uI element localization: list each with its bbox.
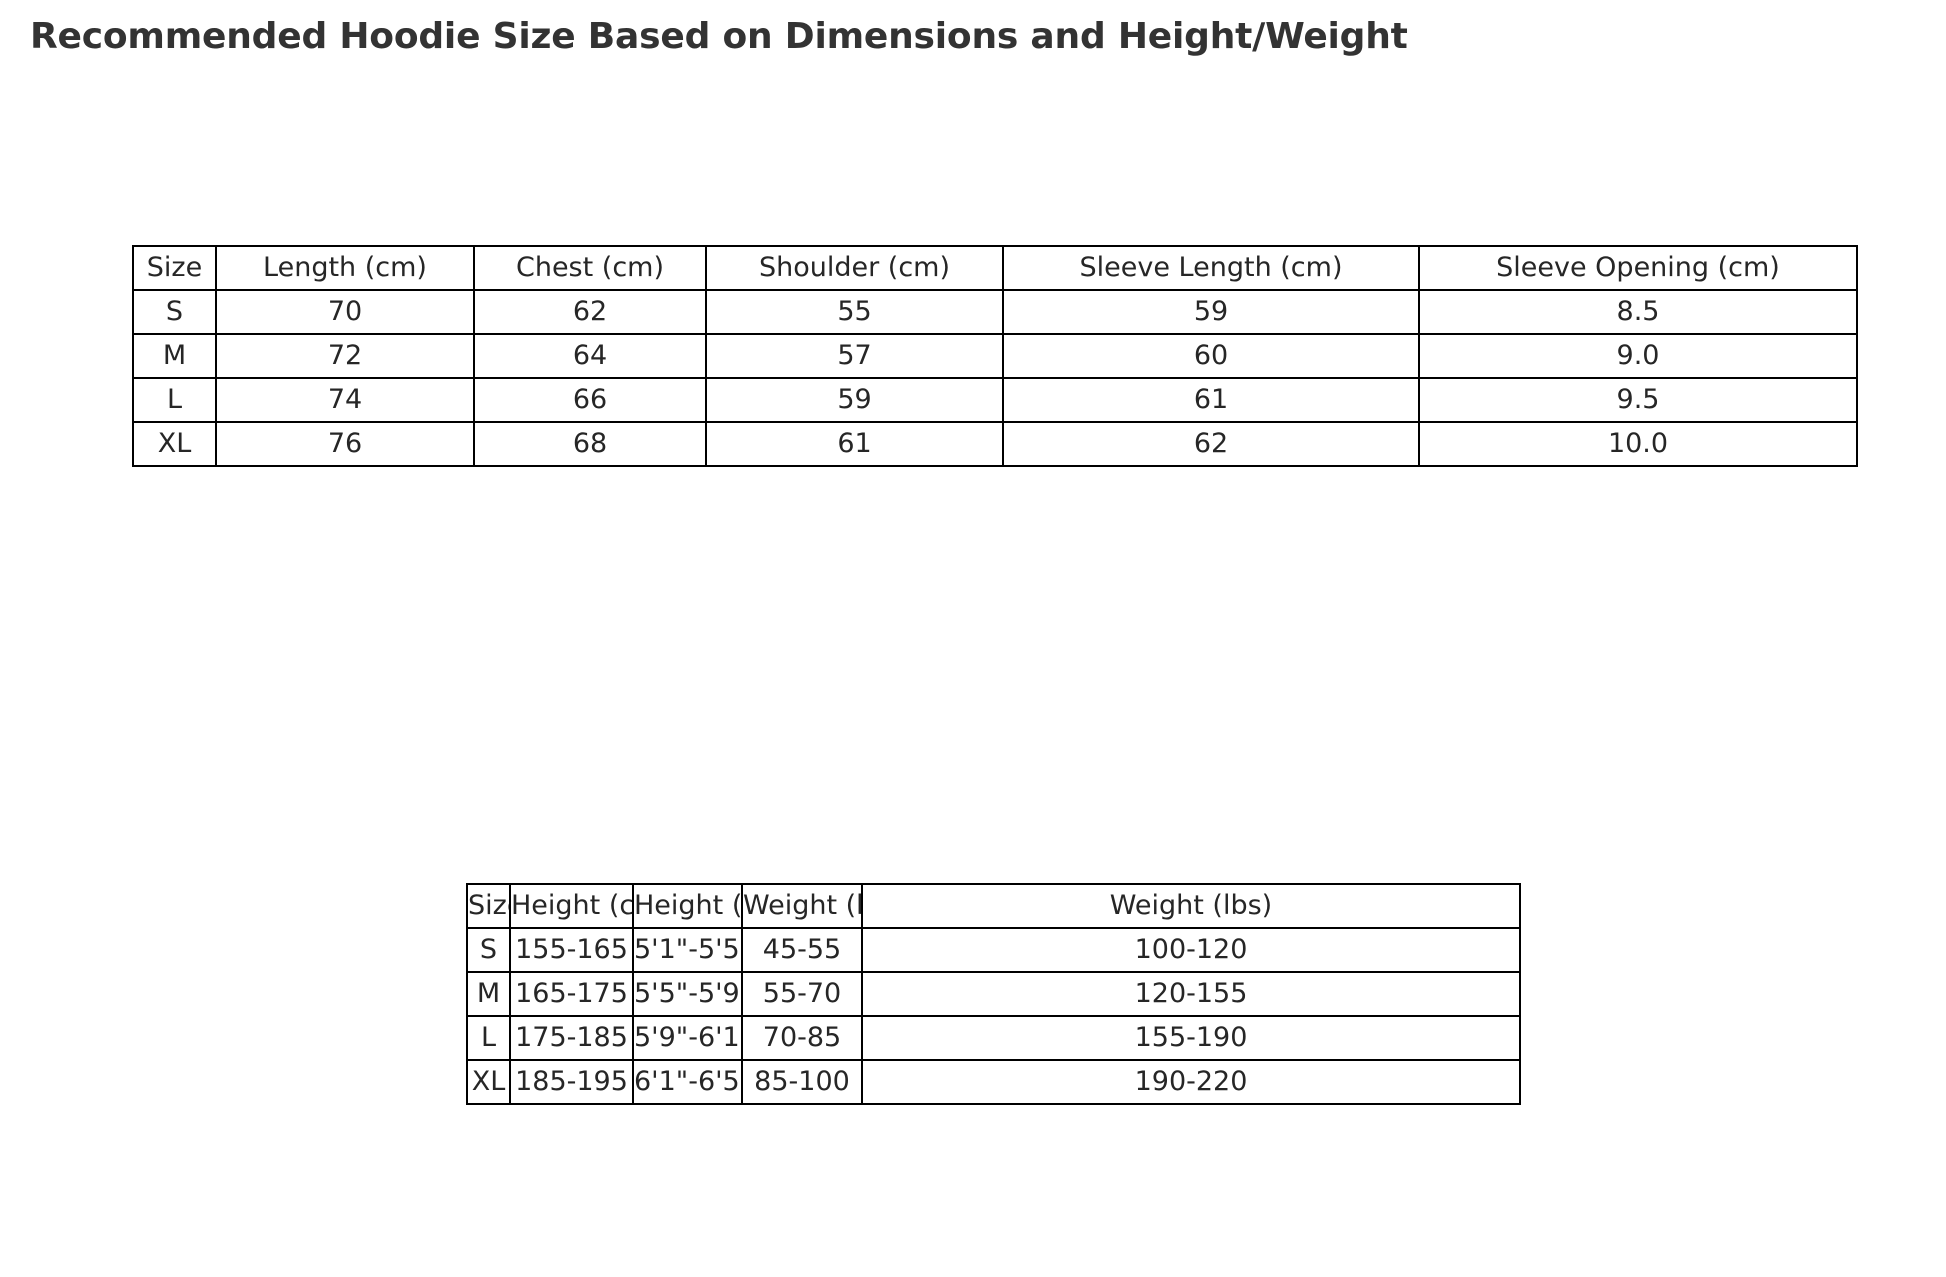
cell-weight-lbs: 190-220 <box>861 1059 1521 1105</box>
cell-weight-kg: 55-70 <box>741 971 863 1017</box>
cell-shoulder: 61 <box>705 421 1004 467</box>
cell-weight-kg: 85-100 <box>741 1059 863 1105</box>
cell-sleeve-opening: 8.5 <box>1418 289 1858 335</box>
column-header-weight-lbs: Weight (lbs) <box>861 883 1521 929</box>
cell-length: 76 <box>215 421 475 467</box>
cell-chest: 66 <box>473 377 707 423</box>
column-header-weight-kg: Weight (kg) <box>741 883 863 929</box>
cell-weight-lbs: 155-190 <box>861 1015 1521 1061</box>
table-row: M 72 64 57 60 9.0 <box>132 333 1858 379</box>
cell-height-in: 5'1"-5'5" <box>632 927 743 973</box>
cell-weight-lbs: 120-155 <box>861 971 1521 1017</box>
page-title: Recommended Hoodie Size Based on Dimensi… <box>30 16 1408 57</box>
cell-chest: 64 <box>473 333 707 379</box>
cell-size: M <box>132 333 217 379</box>
cell-length: 74 <box>215 377 475 423</box>
cell-sleeve-length: 59 <box>1002 289 1420 335</box>
table-header-row: Size Height (cm) Height (in) Weight (kg)… <box>466 883 1521 929</box>
table-row: S 155-165 5'1"-5'5" 45-55 100-120 <box>466 927 1521 973</box>
cell-height-cm: 165-175 <box>509 971 634 1017</box>
cell-weight-kg: 45-55 <box>741 927 863 973</box>
table-row: XL 76 68 61 62 10.0 <box>132 421 1858 467</box>
cell-length: 70 <box>215 289 475 335</box>
cell-chest: 62 <box>473 289 707 335</box>
cell-height-in: 5'9"-6'1" <box>632 1015 743 1061</box>
cell-size: XL <box>132 421 217 467</box>
cell-size: S <box>466 927 511 973</box>
cell-shoulder: 59 <box>705 377 1004 423</box>
table-header-row: Size Length (cm) Chest (cm) Shoulder (cm… <box>132 245 1858 291</box>
garment-dimensions-table: Size Length (cm) Chest (cm) Shoulder (cm… <box>132 245 1858 467</box>
cell-size: S <box>132 289 217 335</box>
cell-size: L <box>466 1015 511 1061</box>
cell-shoulder: 57 <box>705 333 1004 379</box>
column-header-shoulder: Shoulder (cm) <box>705 245 1004 291</box>
cell-shoulder: 55 <box>705 289 1004 335</box>
cell-sleeve-length: 60 <box>1002 333 1420 379</box>
cell-size: XL <box>466 1059 511 1105</box>
table-row: L 175-185 5'9"-6'1" 70-85 155-190 <box>466 1015 1521 1061</box>
cell-size: L <box>132 377 217 423</box>
cell-sleeve-opening: 9.5 <box>1418 377 1858 423</box>
cell-height-cm: 185-195 <box>509 1059 634 1105</box>
cell-chest: 68 <box>473 421 707 467</box>
table-row: L 74 66 59 61 9.5 <box>132 377 1858 423</box>
cell-height-in: 5'5"-5'9" <box>632 971 743 1017</box>
body-measurements-table: Size Height (cm) Height (in) Weight (kg)… <box>466 883 1521 1105</box>
column-header-height-in: Height (in) <box>632 883 743 929</box>
column-header-length: Length (cm) <box>215 245 475 291</box>
cell-height-in: 6'1"-6'5" <box>632 1059 743 1105</box>
cell-weight-lbs: 100-120 <box>861 927 1521 973</box>
cell-sleeve-opening: 10.0 <box>1418 421 1858 467</box>
column-header-size: Size <box>466 883 511 929</box>
column-header-size: Size <box>132 245 217 291</box>
column-header-height-cm: Height (cm) <box>509 883 634 929</box>
table-row: S 70 62 55 59 8.5 <box>132 289 1858 335</box>
cell-length: 72 <box>215 333 475 379</box>
table-row: XL 185-195 6'1"-6'5" 85-100 190-220 <box>466 1059 1521 1105</box>
column-header-sleeve-opening: Sleeve Opening (cm) <box>1418 245 1858 291</box>
cell-height-cm: 175-185 <box>509 1015 634 1061</box>
cell-sleeve-opening: 9.0 <box>1418 333 1858 379</box>
cell-size: M <box>466 971 511 1017</box>
cell-sleeve-length: 61 <box>1002 377 1420 423</box>
table-row: M 165-175 5'5"-5'9" 55-70 120-155 <box>466 971 1521 1017</box>
column-header-sleeve-length: Sleeve Length (cm) <box>1002 245 1420 291</box>
cell-height-cm: 155-165 <box>509 927 634 973</box>
cell-sleeve-length: 62 <box>1002 421 1420 467</box>
cell-weight-kg: 70-85 <box>741 1015 863 1061</box>
column-header-chest: Chest (cm) <box>473 245 707 291</box>
